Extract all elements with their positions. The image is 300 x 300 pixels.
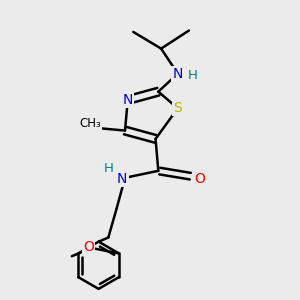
Text: O: O xyxy=(195,172,206,186)
Text: S: S xyxy=(173,101,182,115)
Text: N: N xyxy=(172,67,183,81)
Text: CH₃: CH₃ xyxy=(80,117,101,130)
Text: O: O xyxy=(83,239,94,254)
Text: H: H xyxy=(103,162,113,175)
Text: N: N xyxy=(117,172,128,186)
Text: N: N xyxy=(123,93,133,107)
Text: H: H xyxy=(188,68,198,82)
